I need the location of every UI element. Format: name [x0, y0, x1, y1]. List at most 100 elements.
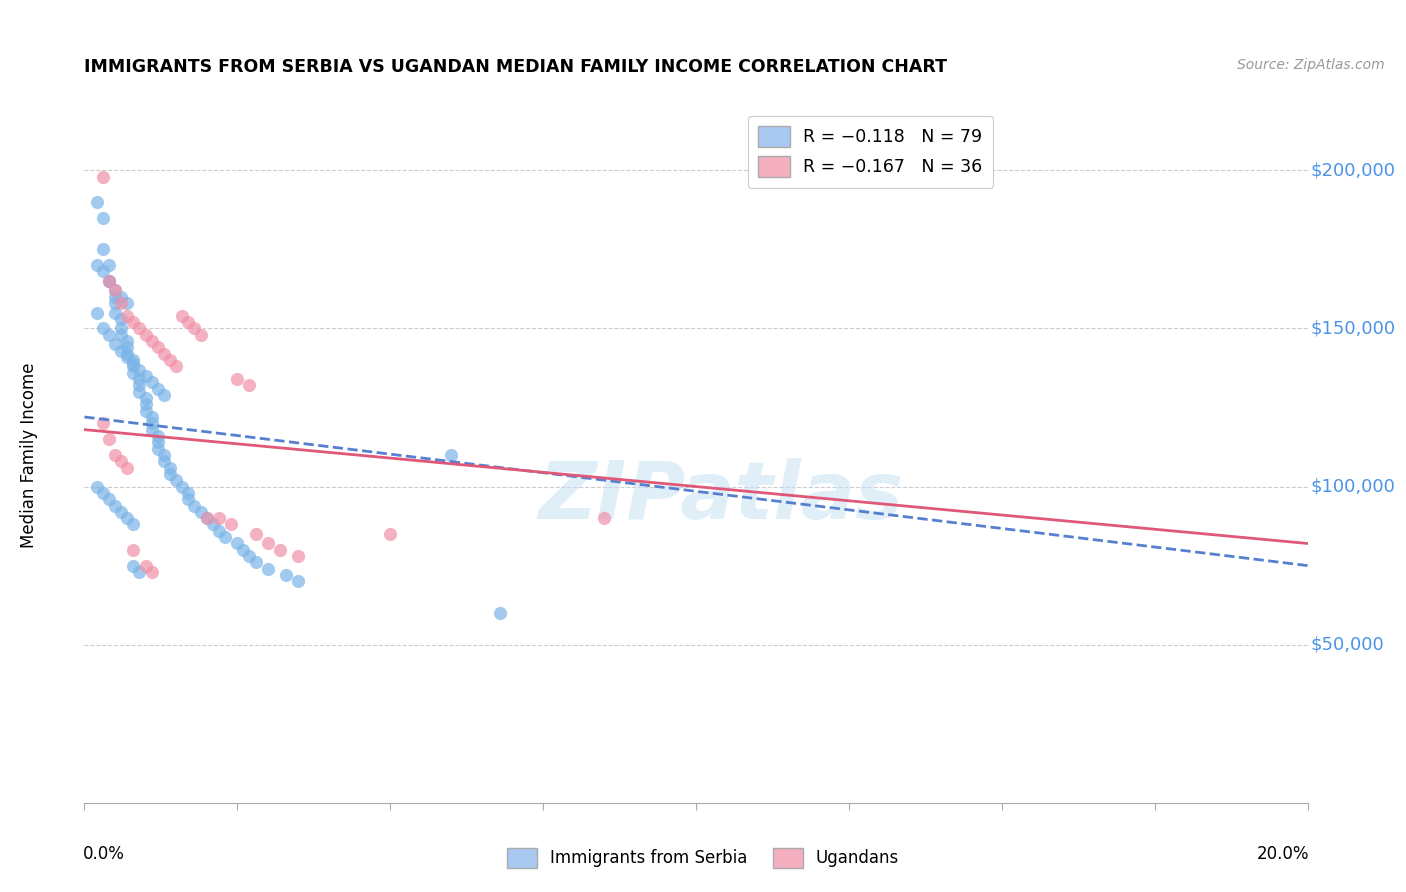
Point	[110, 290, 132, 304]
Legend: Immigrants from Serbia, Ugandans: Immigrants from Serbia, Ugandans	[501, 841, 905, 875]
Point	[238, 549, 260, 563]
Point	[219, 517, 242, 532]
Point	[86, 194, 108, 209]
Point	[257, 562, 280, 576]
Point	[141, 375, 163, 389]
Point	[245, 556, 267, 570]
Point	[153, 454, 176, 468]
Point	[146, 429, 169, 443]
Point	[183, 321, 205, 335]
Point	[141, 565, 163, 579]
Point	[214, 530, 236, 544]
Point	[110, 296, 132, 310]
Point	[91, 169, 114, 184]
Point	[159, 460, 181, 475]
Point	[86, 305, 108, 319]
Point	[104, 499, 127, 513]
Point	[593, 511, 616, 525]
Point	[380, 527, 402, 541]
Point	[165, 359, 187, 374]
Text: $150,000: $150,000	[1310, 319, 1395, 337]
Point	[172, 309, 194, 323]
Point	[489, 606, 512, 620]
Point	[110, 343, 132, 358]
Point	[128, 362, 150, 376]
Point	[141, 423, 163, 437]
Point	[110, 321, 132, 335]
Point	[91, 243, 114, 257]
Point	[287, 574, 309, 589]
Point	[97, 258, 120, 272]
Point	[135, 327, 157, 342]
Point	[128, 384, 150, 399]
Point	[91, 417, 114, 431]
Point	[146, 340, 169, 354]
Point	[97, 274, 120, 288]
Point	[86, 258, 108, 272]
Point	[269, 542, 291, 557]
Point	[97, 274, 120, 288]
Point	[146, 435, 169, 450]
Point	[97, 274, 120, 288]
Point	[177, 315, 200, 329]
Point	[97, 492, 120, 507]
Point	[287, 549, 309, 563]
Point	[104, 290, 127, 304]
Point	[208, 511, 231, 525]
Point	[110, 327, 132, 342]
Point	[141, 334, 163, 348]
Point	[115, 296, 138, 310]
Point	[177, 486, 200, 500]
Point	[135, 558, 157, 573]
Point	[122, 315, 145, 329]
Point	[91, 211, 114, 225]
Point	[245, 527, 267, 541]
Point	[97, 327, 120, 342]
Point	[177, 492, 200, 507]
Point	[141, 417, 163, 431]
Text: IMMIGRANTS FROM SERBIA VS UGANDAN MEDIAN FAMILY INCOME CORRELATION CHART: IMMIGRANTS FROM SERBIA VS UGANDAN MEDIAN…	[84, 58, 948, 76]
Point	[201, 517, 224, 532]
Point	[135, 368, 157, 383]
Text: Median Family Income: Median Family Income	[20, 362, 38, 548]
Point	[115, 511, 138, 525]
Point	[146, 382, 169, 396]
Point	[440, 448, 463, 462]
Point	[153, 347, 176, 361]
Point	[232, 542, 254, 557]
Point	[115, 460, 138, 475]
Point	[141, 409, 163, 424]
Point	[115, 347, 138, 361]
Point	[122, 542, 145, 557]
Point	[110, 454, 132, 468]
Point	[159, 467, 181, 481]
Point	[276, 568, 298, 582]
Point	[257, 536, 280, 550]
Point	[153, 448, 176, 462]
Point	[104, 337, 127, 351]
Legend: R = −0.118   N = 79, R = −0.167   N = 36: R = −0.118 N = 79, R = −0.167 N = 36	[748, 116, 993, 187]
Text: $200,000: $200,000	[1310, 161, 1395, 179]
Point	[190, 505, 212, 519]
Point	[122, 558, 145, 573]
Point	[91, 321, 114, 335]
Point	[146, 442, 169, 456]
Point	[115, 350, 138, 364]
Point	[104, 284, 127, 298]
Point	[122, 517, 145, 532]
Point	[91, 264, 114, 278]
Text: $50,000: $50,000	[1310, 636, 1384, 654]
Point	[159, 353, 181, 368]
Point	[183, 499, 205, 513]
Point	[122, 366, 145, 380]
Point	[128, 321, 150, 335]
Point	[104, 296, 127, 310]
Text: Source: ZipAtlas.com: Source: ZipAtlas.com	[1237, 58, 1385, 72]
Text: 0.0%: 0.0%	[83, 845, 125, 863]
Text: $100,000: $100,000	[1310, 477, 1395, 496]
Point	[135, 391, 157, 405]
Point	[115, 340, 138, 354]
Point	[238, 378, 260, 392]
Point	[226, 372, 249, 386]
Point	[110, 505, 132, 519]
